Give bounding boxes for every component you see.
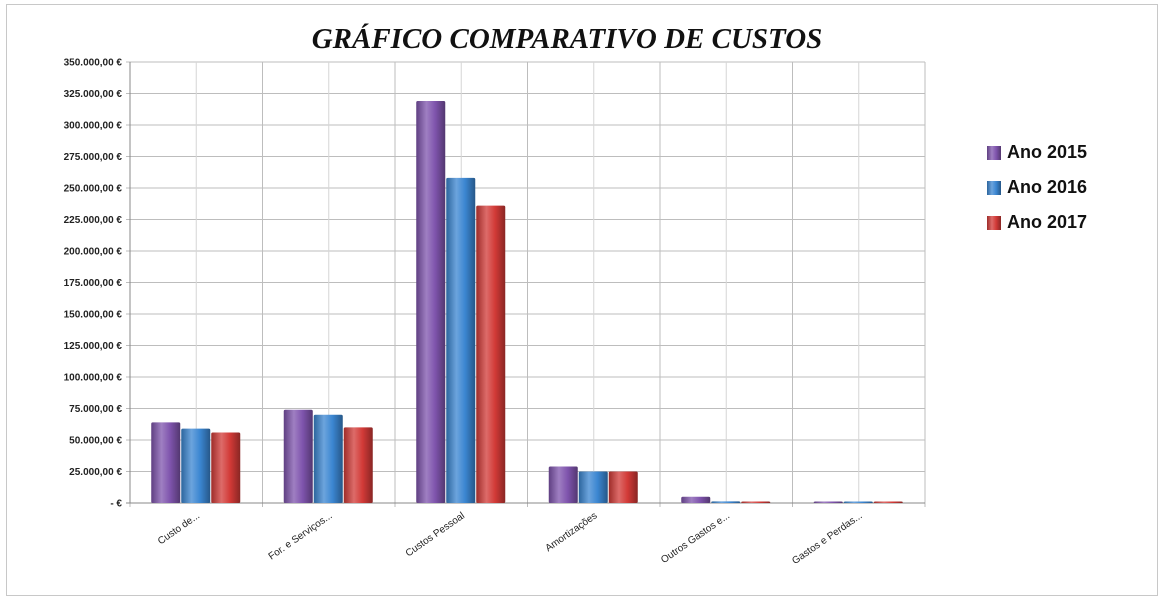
y-tick-label: - € [110,499,122,510]
y-axis-ticks: - € 25.000,00 € 50.000,00 € 75.000,00 € 100.… [64,58,123,510]
bar-ano-2017-0 [211,432,241,503]
bar-ano-2015-1 [283,409,313,503]
bar-ano-2017-2 [476,205,506,503]
y-tick-label: 350.000,00 € [64,58,123,69]
legend-swatch-ano-2015 [987,146,1001,160]
y-tick-label: 325.000,00 € [64,89,123,100]
chart-title: GRÁFICO COMPARATIVO DE CUSTOS [312,22,823,55]
y-tick-label: 125.000,00 € [64,341,123,352]
bar-ano-2016-4 [711,501,741,503]
y-tick-label: 75.000,00 € [69,404,122,415]
bar-ano-2015-3 [548,466,578,503]
x-tick-label: Amortizações [544,510,600,554]
y-tick-label: 25.000,00 € [69,467,122,478]
x-tick-label: Custos Pessoal [404,510,467,559]
legend-swatch-ano-2017 [987,216,1001,230]
bar-ano-2017-5 [873,501,903,503]
x-tick-label: Gastos e Perdas... [790,510,864,567]
bar-ano-2016-5 [843,501,873,503]
bar-ano-2016-2 [446,177,476,504]
x-axis-ticks: Custo de... For. e Serviços... Custos Pess… [156,510,864,567]
bar-ano-2015-2 [416,101,446,503]
bar-ano-2015-5 [813,501,843,503]
bar-ano-2016-1 [313,414,343,503]
bar-ano-2015-0 [151,422,181,503]
x-tick-label: Outros Gastos e... [659,510,732,566]
x-tick-label: For. e Serviços... [267,510,335,562]
cost-comparison-chart: GRÁFICO COMPARATIVO DE CUSTOS - € 25.000,… [64,22,1087,567]
legend-label-ano-2016: Ano 2016 [1007,177,1087,197]
bar-ano-2015-4 [681,496,711,503]
grid-lines [126,61,926,507]
bar-ano-2017-3 [608,471,638,503]
bar-ano-2017-4 [741,501,771,503]
legend-label-ano-2015: Ano 2015 [1007,142,1087,162]
y-tick-label: 250.000,00 € [64,184,123,195]
x-tick-label: Custo de... [156,510,202,547]
legend: Ano 2015 Ano 2016 Ano 2017 [987,142,1087,232]
y-tick-label: 150.000,00 € [64,310,123,321]
bar-ano-2016-0 [181,428,211,503]
y-tick-label: 275.000,00 € [64,152,123,163]
y-tick-label: 225.000,00 € [64,215,123,226]
chart-frame: GRÁFICO COMPARATIVO DE CUSTOS - € 25.000,… [6,4,1158,596]
y-tick-label: 300.000,00 € [64,121,123,132]
legend-label-ano-2017: Ano 2017 [1007,212,1087,232]
bar-ano-2017-1 [343,427,373,503]
legend-swatch-ano-2016 [987,181,1001,195]
y-tick-label: 175.000,00 € [64,278,123,289]
y-tick-label: 50.000,00 € [69,436,122,447]
y-tick-label: 100.000,00 € [64,373,123,384]
bar-ano-2016-3 [578,471,608,503]
y-tick-label: 200.000,00 € [64,247,123,258]
bars [151,101,903,504]
